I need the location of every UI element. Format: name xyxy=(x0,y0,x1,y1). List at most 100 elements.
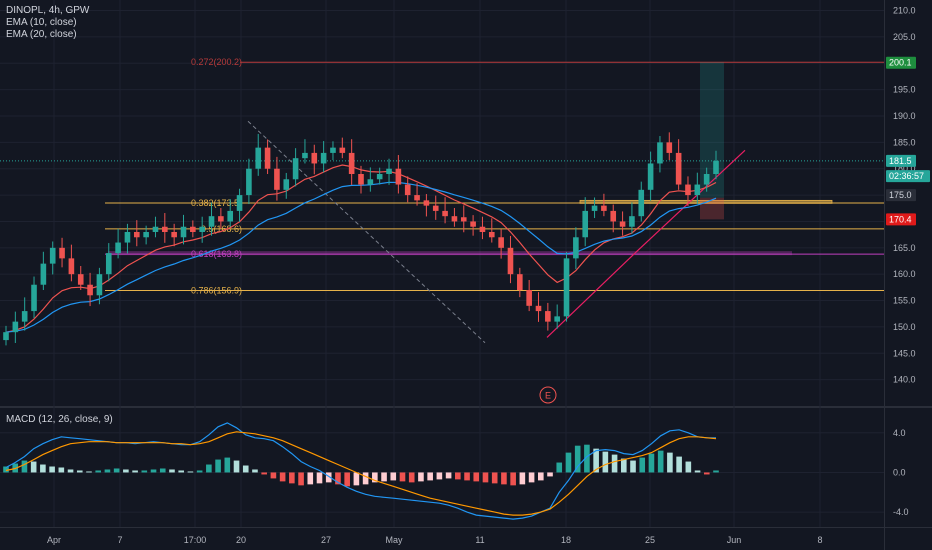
macd-histogram-bar xyxy=(224,457,231,473)
candle-body xyxy=(124,232,131,243)
macd-histogram-bar xyxy=(40,464,46,473)
macd-histogram-bar xyxy=(335,472,341,485)
macd-histogram-bar xyxy=(113,468,120,473)
macd-histogram-bar xyxy=(252,469,258,473)
price-axis-separator xyxy=(884,0,885,550)
price-tick-label: 180.0 xyxy=(893,164,916,174)
fib-label: 0.618(163.8) xyxy=(191,249,242,259)
macd-tick-label: 4.0 xyxy=(893,428,906,438)
ema10-label[interactable]: EMA (10, close) xyxy=(6,17,77,28)
candle-body xyxy=(395,168,402,185)
macd-histogram-bar xyxy=(298,472,304,486)
candle-body xyxy=(190,226,196,232)
macd-histogram-bar xyxy=(482,472,489,483)
macd-histogram-bar xyxy=(372,472,378,483)
macd-histogram-bar xyxy=(584,444,590,473)
candle-body xyxy=(498,237,504,248)
macd-histogram-bar xyxy=(381,472,387,482)
macd-histogram-bar xyxy=(703,472,710,475)
macd-histogram-bar xyxy=(67,469,74,473)
macd-histogram-bar xyxy=(556,462,563,473)
macd-histogram-bar xyxy=(501,472,507,485)
candle-body xyxy=(143,232,149,238)
macd-histogram-bar xyxy=(408,472,415,483)
macd-histogram-bar xyxy=(713,470,719,473)
macd-histogram-bar xyxy=(159,468,166,473)
candle-body xyxy=(348,152,355,174)
candle-body xyxy=(96,274,103,296)
macd-histogram-bar xyxy=(436,472,443,480)
macd-histogram-bar xyxy=(528,472,535,483)
signal-line xyxy=(5,431,717,516)
candle-body xyxy=(601,205,607,211)
macd-line xyxy=(5,422,716,520)
macd-pane xyxy=(3,422,719,520)
candle-body xyxy=(629,216,635,227)
price-tick-label: 140.0 xyxy=(893,375,916,385)
macd-histogram-bar xyxy=(95,470,102,473)
time-tick-label: 17:00 xyxy=(184,535,207,545)
macd-histogram-bar xyxy=(169,469,175,473)
candle-body xyxy=(31,284,37,312)
macd-histogram-bar xyxy=(3,466,9,473)
candle-body xyxy=(87,284,93,296)
macd-histogram-bar xyxy=(455,472,461,480)
macd-histogram-bar xyxy=(574,445,581,473)
candle-body xyxy=(105,253,112,275)
main-legend: DINOPL, 4h, GPW EMA (10, close) EMA (20,… xyxy=(6,5,89,41)
candle-body xyxy=(162,226,168,232)
macd-histogram-bar xyxy=(215,459,221,473)
time-tick-label: 7 xyxy=(117,535,122,545)
macd-histogram-bar xyxy=(602,451,609,473)
candle-body xyxy=(573,237,579,259)
macd-histogram-bar xyxy=(49,466,55,473)
price-badge xyxy=(886,170,930,183)
macd-histogram-bar xyxy=(196,470,203,473)
time-tick-label: 18 xyxy=(561,535,571,545)
candle-body xyxy=(470,221,476,227)
fib-label: 0.5(168.6) xyxy=(201,224,242,234)
candle-body xyxy=(610,210,617,222)
macd-histogram-bar xyxy=(279,472,286,482)
macd-histogram-bar xyxy=(58,467,65,473)
macd-histogram-bar xyxy=(30,461,37,473)
macd-histogram-bar xyxy=(206,464,212,473)
candle-body xyxy=(376,174,383,180)
price-tick-label: 205.0 xyxy=(893,32,916,42)
candle-body xyxy=(358,174,364,185)
macd-histogram-bar xyxy=(464,472,470,481)
macd-histogram-bar xyxy=(104,469,111,473)
candle-body xyxy=(227,210,234,222)
macd-histogram-bar xyxy=(593,448,599,473)
price-tick-label: 210.0 xyxy=(893,6,916,16)
time-tick-label: May xyxy=(385,535,403,545)
symbol-label[interactable]: DINOPL, 4h, GPW xyxy=(6,5,90,16)
macd-histogram-bar xyxy=(76,470,83,473)
candle-body xyxy=(49,247,56,264)
price-tick-label: 165.0 xyxy=(893,243,916,253)
candle-body xyxy=(255,147,262,169)
candle-body xyxy=(451,216,458,222)
macd-histogram-bar xyxy=(491,472,498,484)
candle-body xyxy=(414,195,420,201)
candle-body xyxy=(339,147,346,153)
macd-histogram-bar xyxy=(418,472,424,482)
macd-histogram-bar xyxy=(123,469,129,473)
time-tick-label: Jun xyxy=(727,535,742,545)
ema20-label[interactable]: EMA (20, close) xyxy=(6,29,77,40)
macd-histogram-bar xyxy=(132,470,138,473)
candle-body xyxy=(488,232,495,238)
price-tick-label: 160.0 xyxy=(893,269,916,279)
candle-body xyxy=(367,179,374,185)
macd-histogram-bar xyxy=(316,472,323,484)
macd-histogram-bar xyxy=(538,472,544,481)
candle-body xyxy=(236,195,243,211)
price-badge xyxy=(886,56,916,69)
candle-body xyxy=(3,332,9,341)
dashed-trendline xyxy=(247,120,486,344)
time-tick-label: Apr xyxy=(47,535,61,545)
macd-label[interactable]: MACD (12, 26, close, 9) xyxy=(6,414,113,425)
price-badge-label: 170.4 xyxy=(889,214,912,224)
